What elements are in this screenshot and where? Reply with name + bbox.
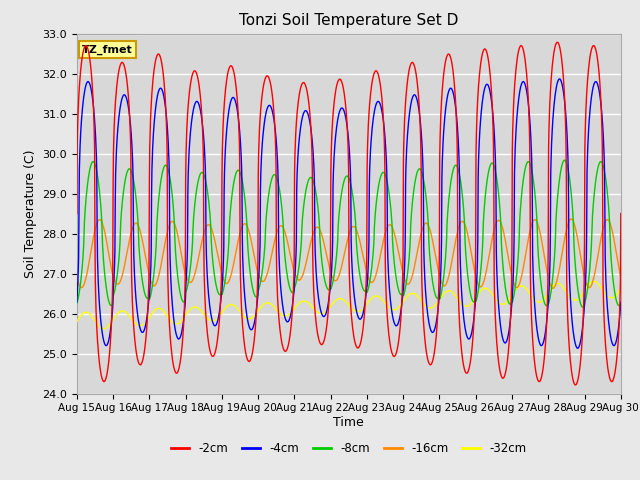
Legend: -2cm, -4cm, -8cm, -16cm, -32cm: -2cm, -4cm, -8cm, -16cm, -32cm bbox=[166, 437, 531, 460]
Title: Tonzi Soil Temperature Set D: Tonzi Soil Temperature Set D bbox=[239, 13, 458, 28]
X-axis label: Time: Time bbox=[333, 416, 364, 429]
Y-axis label: Soil Temperature (C): Soil Temperature (C) bbox=[24, 149, 36, 278]
Text: TZ_fmet: TZ_fmet bbox=[82, 44, 133, 55]
